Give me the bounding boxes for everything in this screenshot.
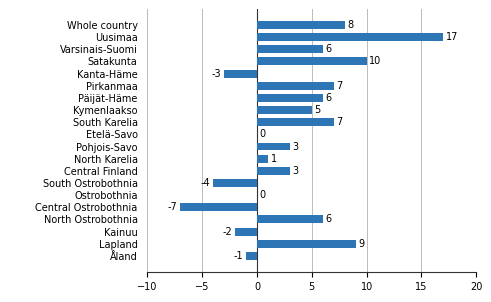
Bar	[257, 155, 268, 162]
Bar	[257, 106, 312, 114]
Text: 0: 0	[260, 190, 266, 200]
Bar	[257, 143, 290, 150]
Bar	[235, 228, 257, 236]
Text: 9: 9	[358, 239, 364, 249]
Bar	[257, 33, 443, 41]
Text: 7: 7	[336, 117, 343, 127]
Bar	[257, 45, 323, 53]
Text: 0: 0	[260, 129, 266, 139]
Bar	[257, 21, 345, 29]
Text: 8: 8	[348, 20, 354, 30]
Text: 1: 1	[271, 154, 277, 164]
Bar	[257, 94, 323, 102]
Text: 10: 10	[369, 56, 382, 66]
Text: 3: 3	[293, 142, 299, 152]
Text: -1: -1	[234, 251, 243, 261]
Text: -2: -2	[222, 226, 232, 236]
Text: -7: -7	[168, 202, 177, 212]
Text: 6: 6	[326, 93, 331, 103]
Bar	[224, 70, 257, 78]
Text: 17: 17	[446, 32, 459, 42]
Bar	[257, 57, 367, 65]
Text: 6: 6	[326, 44, 331, 54]
Bar	[246, 252, 257, 260]
Bar	[257, 216, 323, 223]
Bar	[180, 203, 257, 211]
Bar	[257, 118, 334, 126]
Text: 3: 3	[293, 166, 299, 176]
Text: 7: 7	[336, 81, 343, 91]
Bar	[213, 179, 257, 187]
Text: -3: -3	[212, 69, 221, 79]
Bar	[257, 167, 290, 175]
Text: 6: 6	[326, 214, 331, 224]
Text: -4: -4	[201, 178, 210, 188]
Bar	[257, 82, 334, 90]
Text: 5: 5	[315, 105, 321, 115]
Bar	[257, 240, 355, 248]
